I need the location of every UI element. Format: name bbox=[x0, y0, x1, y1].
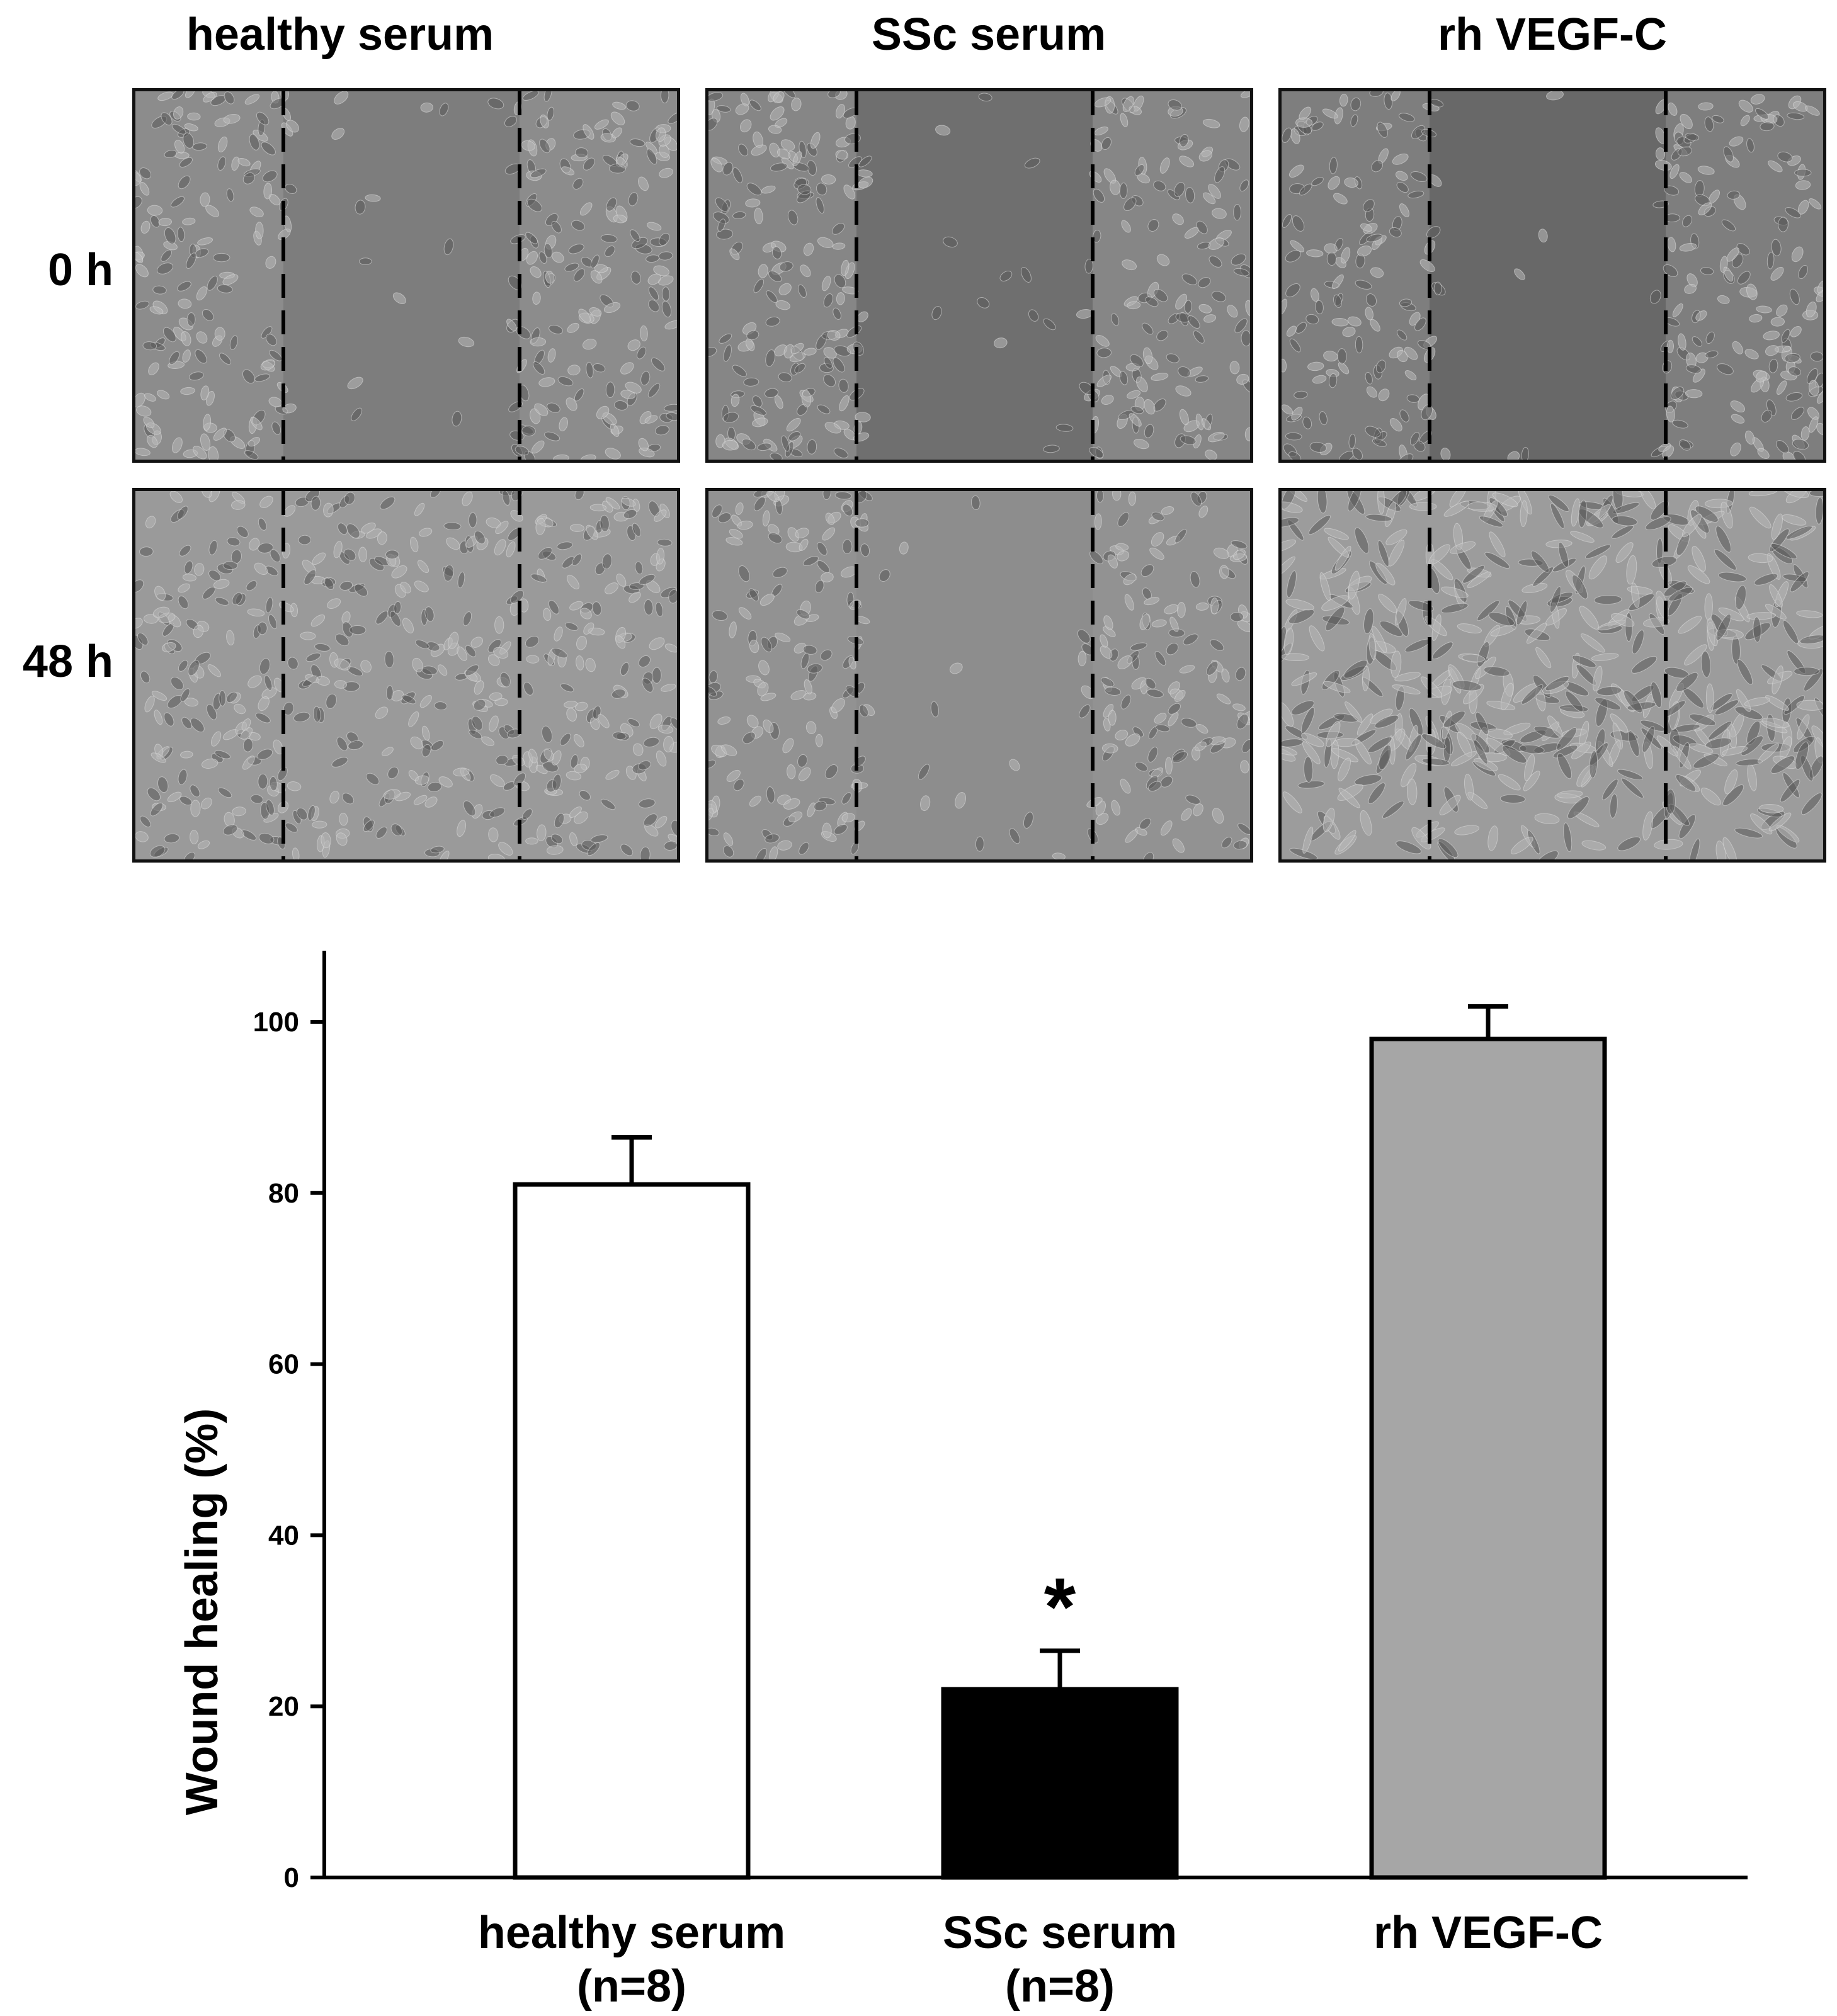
micrograph-vegfc-0h bbox=[1278, 88, 1826, 463]
micrograph-image bbox=[135, 91, 677, 460]
y-tick-label: 100 bbox=[253, 1007, 299, 1038]
micrograph-ssc-0h bbox=[705, 88, 1253, 463]
micrograph-healthy-0h bbox=[132, 88, 680, 463]
x-tick-label: rh VEGF-C bbox=[1373, 1908, 1603, 1958]
bar-2 bbox=[1369, 1036, 1607, 1880]
micrograph-image bbox=[1282, 91, 1823, 460]
y-axis-label: Wound healing (%) bbox=[177, 1408, 227, 1816]
x-tick-label: SSc serum bbox=[943, 1908, 1177, 1958]
y-tick-label: 60 bbox=[268, 1349, 299, 1380]
y-tick-label: 0 bbox=[284, 1862, 299, 1893]
bar-1 bbox=[941, 1687, 1179, 1880]
x-tick-sublabel: (n=8) bbox=[577, 1961, 686, 2012]
chart-bars bbox=[513, 1004, 1607, 1880]
bar-0 bbox=[513, 1182, 751, 1880]
y-tick-label: 40 bbox=[268, 1520, 299, 1551]
micrograph-ssc-48h bbox=[705, 488, 1253, 863]
y-tick-label: 20 bbox=[268, 1691, 299, 1722]
micrograph-image bbox=[708, 91, 1250, 460]
micrograph-healthy-48h bbox=[132, 488, 680, 863]
row-label-0h: 0 h bbox=[47, 245, 113, 295]
micrograph-image bbox=[1282, 491, 1823, 859]
column-title-healthy-serum: healthy serum bbox=[186, 9, 494, 60]
micrograph-vegfc-48h bbox=[1278, 488, 1826, 863]
micrograph-image bbox=[708, 491, 1250, 859]
chart-labels: healthy serum(n=8)SSc serum(n=8)rh VEGF-… bbox=[478, 1561, 1603, 2012]
x-tick-label: healthy serum bbox=[478, 1908, 785, 1958]
y-tick-label: 80 bbox=[268, 1178, 299, 1209]
column-title-ssc-serum: SSc serum bbox=[871, 9, 1106, 60]
significance-asterisk: * bbox=[1044, 1561, 1076, 1653]
micrograph-image bbox=[135, 491, 677, 859]
x-tick-sublabel: (n=8) bbox=[1005, 1961, 1115, 2012]
row-label-48h: 48 h bbox=[22, 637, 113, 687]
column-title-rh-vegf-c: rh VEGF-C bbox=[1437, 9, 1667, 60]
